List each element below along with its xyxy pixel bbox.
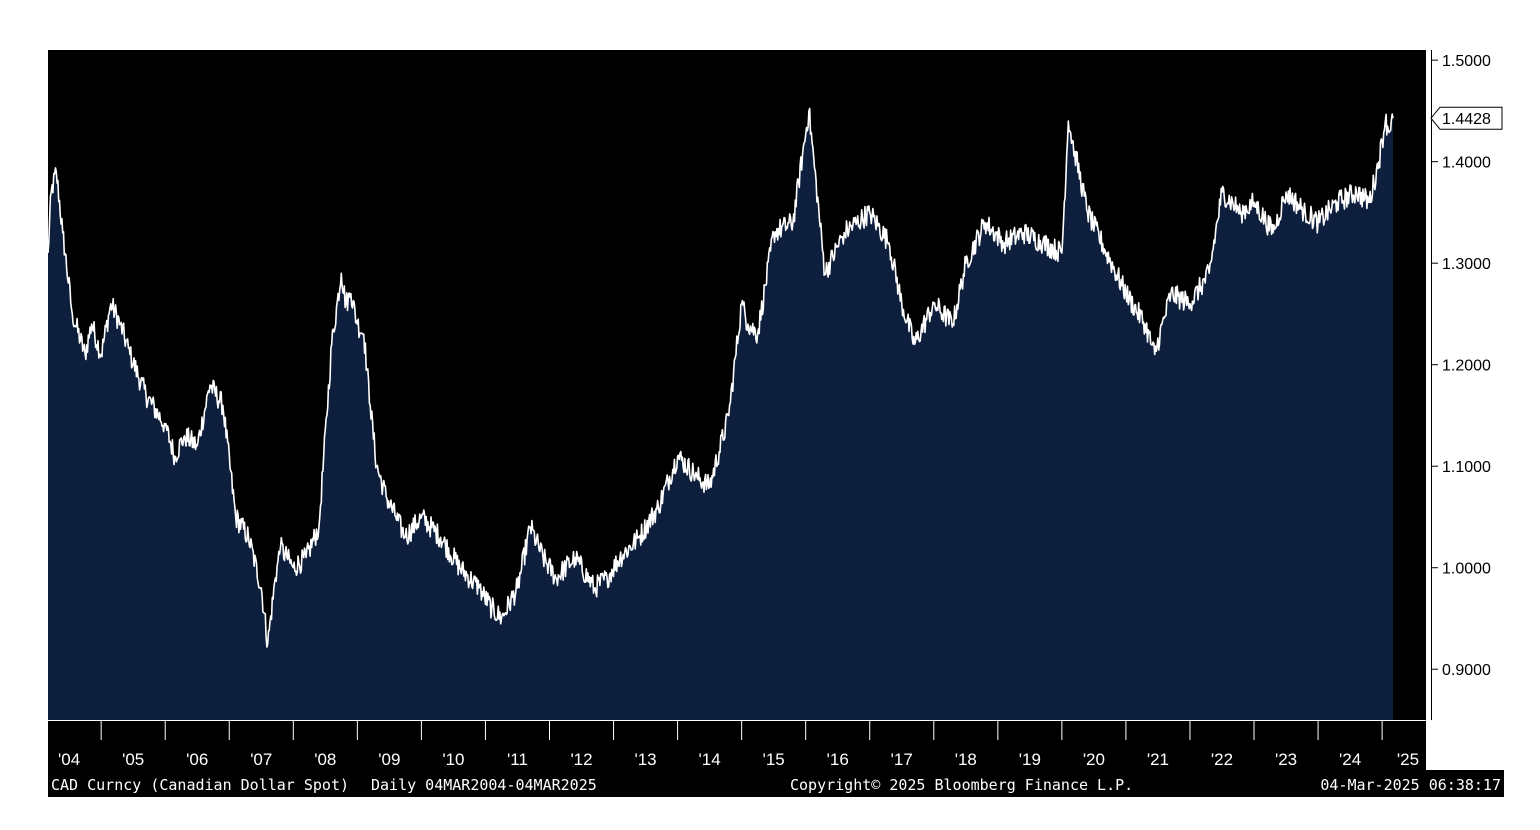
y-tick-label: 1.5000 [1442,53,1491,70]
x-tick-label: '05 [122,750,144,769]
x-tick-label: '07 [250,750,272,769]
x-tick-label: '14 [699,750,721,769]
footer-range: Daily 04MAR2004-04MAR2025 [371,776,597,794]
x-tick-label: '13 [634,750,656,769]
x-tick-label: '04 [58,750,80,769]
footer-copyright: Copyright© 2025 Bloomberg Finance L.P. [790,776,1133,794]
x-tick-label: '17 [891,750,913,769]
y-tick-label: 1.4000 [1442,155,1491,172]
last-value-label: 1.4428 [1442,111,1491,128]
price-area [48,108,1393,720]
y-tick-label: 0.9000 [1442,662,1491,679]
last-value-marker [1430,106,1503,130]
x-axis-band [48,720,1426,770]
y-tick-label: 1.2000 [1442,358,1491,375]
footer-band [48,770,1504,797]
x-tick-label: '20 [1083,750,1105,769]
x-tick-label: '11 [507,750,528,769]
x-tick-label: '06 [186,750,208,769]
x-tick-label: '23 [1275,750,1297,769]
last-value-callout: 1.4428 [1430,106,1503,130]
x-tick-label: '24 [1339,750,1361,769]
footer-ticker: CAD Curncy (Canadian Dollar Spot) [51,776,349,794]
x-tick-label: '22 [1211,750,1233,769]
x-tick-label: '15 [763,750,785,769]
x-tick-label: '21 [1147,750,1169,769]
x-tick-label: '18 [955,750,977,769]
x-tick-label: '12 [570,750,592,769]
price-line [48,107,1394,648]
x-tick-label: '16 [827,750,849,769]
y-tick-label: 1.0000 [1442,561,1491,578]
x-tick-label: '19 [1019,750,1041,769]
y-tick-label: 1.3000 [1442,256,1491,273]
footer-timestamp: 04-Mar-2025 06:38:17 [1320,776,1501,794]
x-tick-label: '10 [442,750,464,769]
x-tick-label: '09 [378,750,400,769]
x-tick-label: '08 [314,750,336,769]
y-tick-label: 1.1000 [1442,459,1491,476]
x-tick-label: '25 [1397,750,1419,769]
